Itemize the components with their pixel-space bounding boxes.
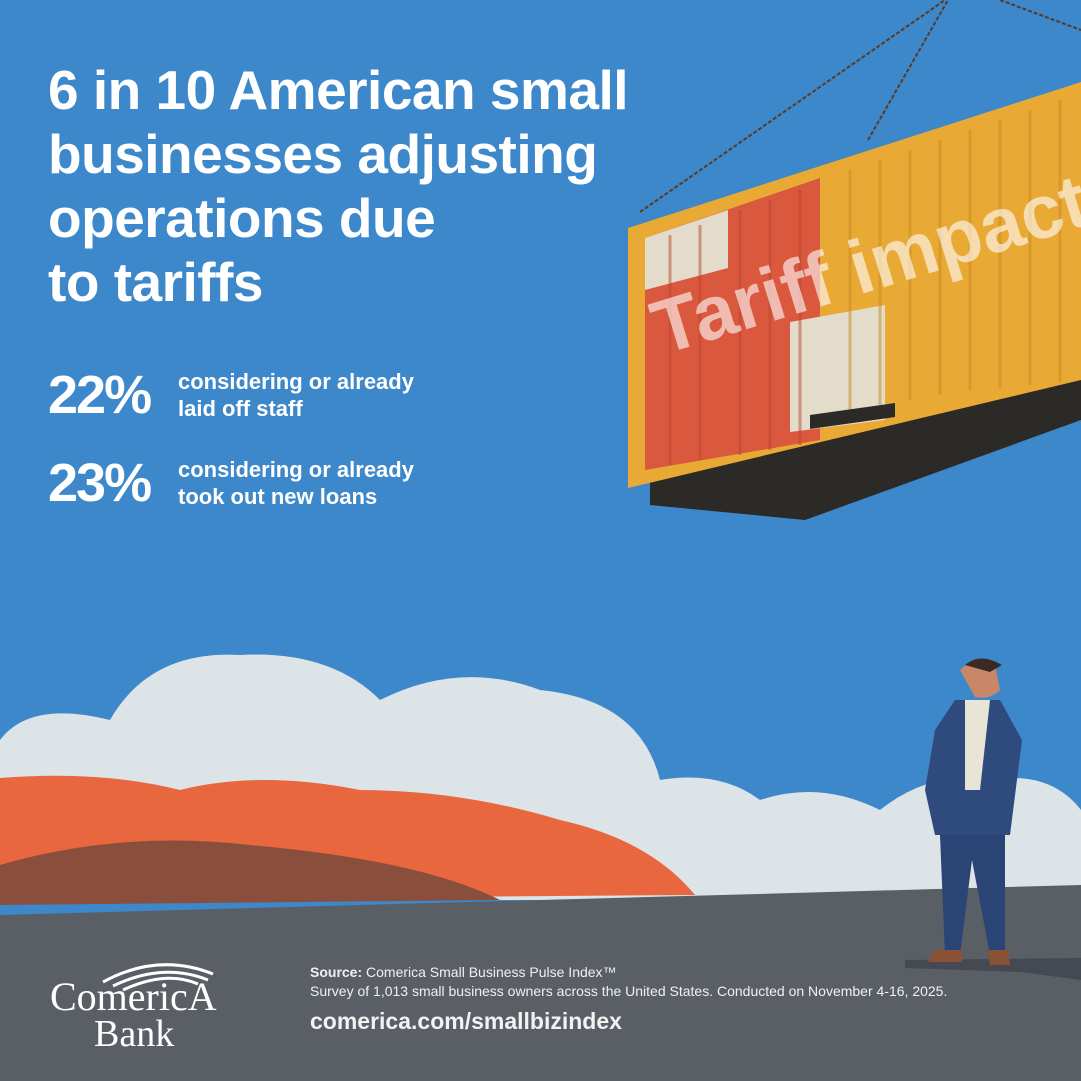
shadow <box>905 958 1081 980</box>
stat-line: took out new loans <box>178 484 378 509</box>
stat-description: considering or already laid off staff <box>178 368 414 422</box>
headline-line: operations due <box>48 187 436 249</box>
headline-line: 6 in 10 American small <box>48 59 629 121</box>
headline-line: to tariffs <box>48 251 264 313</box>
source-name: Comerica Small Business Pulse Index™ <box>366 964 617 980</box>
stat-line: considering or already <box>178 457 414 482</box>
brown-hill <box>0 840 500 905</box>
stat-percent: 22% <box>48 365 152 425</box>
businessman <box>925 658 1022 965</box>
headline: 6 in 10 American small businesses adjust… <box>48 58 629 314</box>
source-note: Source: Comerica Small Business Pulse In… <box>310 963 947 1001</box>
logo-line1: ComericA <box>50 974 217 1019</box>
logo-line2: Bank <box>94 1013 174 1052</box>
headline-line: businesses adjusting <box>48 123 598 185</box>
website-link[interactable]: comerica.com/smallbizindex <box>310 1008 622 1034</box>
source-label: Source: <box>310 964 363 980</box>
survey-note: Survey of 1,013 small business owners ac… <box>310 983 948 999</box>
stat-loans: 23% considering or already took out new … <box>48 452 414 514</box>
ground <box>0 885 1081 1081</box>
crane-cables <box>639 0 1081 213</box>
stat-layoffs: 22% considering or already laid off staf… <box>48 364 414 426</box>
stat-line: laid off staff <box>178 396 303 421</box>
comerica-bank-logo: ComericA Bank <box>50 963 217 1052</box>
stat-description: considering or already took out new loan… <box>178 456 414 510</box>
stat-percent: 23% <box>48 453 152 513</box>
shipping-container: Tariff impact <box>628 82 1081 520</box>
stat-line: considering or already <box>178 369 414 394</box>
